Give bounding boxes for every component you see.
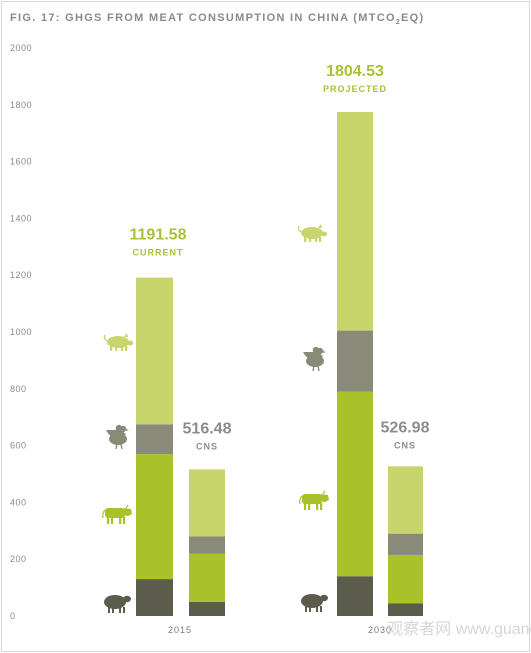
bar-segment-2030-projected-cattle — [337, 391, 373, 577]
chicken-icon — [303, 346, 326, 372]
bar-segment-2015-cns-sheep — [189, 601, 225, 616]
bar-segment-2030-cns-pig — [388, 466, 423, 534]
chart-title-subscript: 2 — [396, 19, 401, 26]
bar-sub-label: CNS — [394, 440, 416, 450]
bar-segment-2015-cns-chicken — [189, 536, 225, 554]
icons-layer — [102, 224, 329, 613]
bar-segment-2015-cns-cattle — [189, 553, 225, 602]
bar-segment-2030-cns-chicken — [388, 533, 423, 555]
sheep-icon — [301, 594, 328, 612]
bars-layer — [136, 112, 423, 616]
y-tick-label: 400 — [10, 497, 27, 507]
chart-title: FIG. 17: GHGS FROM MEAT CONSUMPTION IN C… — [10, 12, 425, 26]
y-tick-label: 1600 — [10, 157, 32, 167]
bar-segment-2030-projected-sheep — [337, 576, 373, 616]
labels-layer: 1191.58 CURRENT 516.48 CNS 1804.53 PROJECTED 5… — [130, 63, 430, 451]
y-tick-label: 1400 — [10, 213, 32, 223]
y-tick-label: 1000 — [10, 327, 32, 337]
chicken-icon — [106, 424, 129, 450]
bar-segment-2015-current-chicken — [136, 424, 173, 455]
y-tick-label: 2000 — [10, 43, 32, 53]
y-tick-label: 0 — [10, 611, 16, 621]
bar-segment-2015-current-sheep — [136, 579, 173, 616]
sheep-icon — [104, 595, 131, 613]
bar-segment-2030-cns-sheep — [388, 603, 423, 616]
y-tick-label: 200 — [10, 554, 27, 564]
bar-sub-label: CNS — [196, 441, 218, 451]
bar-segment-2030-projected-pig — [337, 112, 373, 331]
bar-total-label: 526.98 — [381, 419, 430, 436]
y-tick-label: 600 — [10, 441, 27, 451]
bar-sub-label: CURRENT — [133, 248, 184, 258]
pig-icon — [297, 224, 328, 242]
y-tick-label: 1200 — [10, 270, 32, 280]
bar-segment-2015-current-cattle — [136, 454, 173, 580]
bar-total-label: 1191.58 — [130, 227, 187, 244]
bar-segment-2015-current-pig — [136, 277, 173, 425]
x-tick-2030: 2030 — [368, 625, 392, 635]
bar-total-label: 516.48 — [183, 420, 232, 437]
bar-sub-label: PROJECTED — [323, 84, 387, 94]
cattle-icon — [299, 490, 329, 510]
chart-title-end: EQ) — [401, 12, 424, 24]
bar-segment-2015-cns-pig — [189, 469, 225, 537]
y-tick-label: 800 — [10, 384, 27, 394]
bar-total-label: 1804.53 — [326, 63, 384, 80]
bar-segment-2030-cns-cattle — [388, 554, 423, 604]
y-tick-label: 1800 — [10, 100, 32, 110]
y-axis: 0 200 400 600 800 1000 1200 1400 1600 1800 2000 — [10, 43, 32, 621]
cattle-icon — [102, 504, 132, 524]
watermark: 观察者网 www.guancha.cn — [387, 620, 531, 638]
x-tick-2015: 2015 — [168, 625, 192, 635]
bar-segment-2030-projected-chicken — [337, 330, 373, 392]
chart-title-main: FIG. 17: GHGS FROM MEAT CONSUMPTION IN C… — [10, 12, 396, 24]
pig-icon — [103, 333, 134, 351]
